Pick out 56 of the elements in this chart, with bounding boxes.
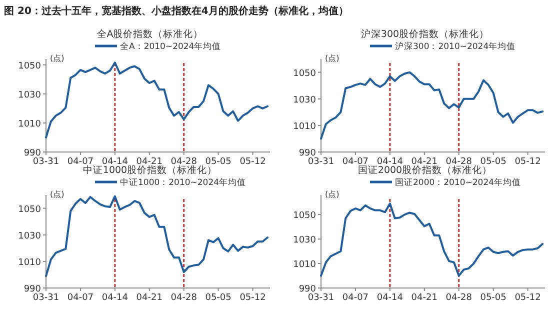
x-tick-label: 05-05: [205, 157, 232, 167]
y-tick-label: 1030: [293, 236, 316, 246]
y-axis-title: (点): [325, 190, 340, 199]
x-tick-label: 04-21: [411, 293, 438, 303]
x-tick-label: 04-14: [102, 157, 128, 167]
y-tick-label: 1050: [293, 211, 316, 222]
y-tick-label: 1050: [18, 61, 42, 72]
x-tick-label: 04-14: [376, 157, 404, 167]
y-axis-title: (点): [50, 54, 64, 63]
x-tick-label: 05-05: [480, 157, 506, 167]
line-series: [320, 71, 544, 140]
y-tick-label: 1030: [293, 95, 316, 106]
x-tick-label: 05-12: [514, 157, 541, 167]
x-tick-label: 04-21: [136, 293, 162, 303]
x-tick-label: 04-14: [376, 293, 404, 303]
x-tick-label: 03-31: [32, 157, 60, 167]
y-tick-label: 990: [24, 284, 42, 294]
y-tick-label: 990: [298, 284, 316, 294]
chart-title: 全A股价指数（标准化）: [96, 28, 204, 40]
x-tick-label: 05-12: [240, 157, 266, 167]
x-tick-label: 04-28: [170, 293, 198, 303]
x-tick-label: 05-12: [240, 293, 266, 303]
x-tick-label: 03-31: [308, 293, 334, 303]
x-tick-label: 04-28: [446, 293, 472, 303]
y-tick-label: 1050: [293, 68, 316, 79]
y-axis-title: (点): [50, 190, 64, 199]
y-tick-label: 1010: [18, 119, 42, 130]
y-tick-label: 1010: [18, 258, 42, 268]
chart-title: 中证1000股价指数（标准化）: [82, 164, 218, 176]
y-tick-label: 1030: [18, 90, 42, 100]
line-series: [320, 202, 544, 277]
line-series: [45, 62, 269, 138]
x-tick-label: 05-05: [205, 293, 232, 303]
y-axis-title: (点): [325, 54, 340, 63]
x-tick-label: 04-14: [102, 293, 128, 303]
x-tick-label: 04-07: [67, 293, 94, 303]
x-tick-label: 04-07: [67, 157, 94, 167]
y-tick-label: 1050: [18, 204, 42, 215]
x-tick-label: 05-05: [480, 293, 506, 303]
x-tick-label: 03-31: [32, 293, 60, 303]
chart-title: 沪深300股价指数（标准化）: [360, 28, 490, 40]
legend-label: 中证1000：2010~2024年均值: [120, 177, 246, 188]
x-tick-label: 04-07: [342, 157, 369, 167]
y-tick-label: 1010: [293, 122, 316, 132]
y-tick-label: 1010: [293, 260, 316, 270]
legend-label: 国证2000：2010~2024年均值: [395, 177, 522, 188]
y-tick-label: 990: [298, 148, 316, 158]
x-tick-label: 04-07: [342, 293, 369, 303]
legend-label: 全A：2010~2024年均值: [120, 41, 222, 52]
legend-label: 沪深300：2010~2024年均值: [395, 41, 516, 52]
y-tick-label: 1030: [18, 231, 42, 242]
x-tick-label: 05-12: [514, 293, 541, 303]
chart-title: 国证2000股价指数（标准化）: [358, 164, 492, 176]
x-tick-label: 03-31: [308, 157, 334, 167]
caption: 图 20：过去十五年，宽基指数、小盘指数在4月的股价走势（标准化，均值）: [4, 5, 348, 17]
y-tick-label: 990: [24, 148, 42, 158]
